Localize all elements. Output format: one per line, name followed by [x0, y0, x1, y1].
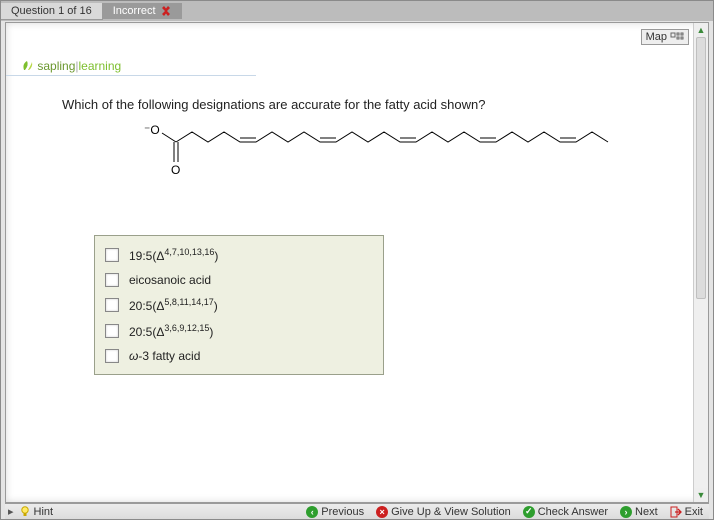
- give-up-x-icon: ×: [376, 506, 388, 518]
- question-tab[interactable]: Question 1 of 16: [1, 3, 103, 20]
- map-button[interactable]: Map: [641, 29, 689, 45]
- option-5[interactable]: ω-3 fatty acid: [103, 344, 375, 368]
- option-label: 19:5(Δ4,7,10,13,16): [129, 247, 218, 263]
- question-text: Which of the following designations are …: [62, 97, 485, 112]
- tab-bar: Question 1 of 16 Incorrect: [1, 1, 713, 21]
- scroll-track[interactable]: [694, 37, 708, 488]
- answer-options: 19:5(Δ4,7,10,13,16) eicosanoic acid 20:5…: [94, 235, 384, 375]
- exit-button[interactable]: Exit: [664, 506, 709, 518]
- check-label: Check Answer: [538, 506, 608, 518]
- status-label: Incorrect: [113, 5, 156, 17]
- checkbox-icon[interactable]: [105, 324, 119, 338]
- option-label: eicosanoic acid: [129, 273, 211, 287]
- scroll-up-button[interactable]: ▲: [694, 23, 708, 37]
- lightbulb-icon: [20, 506, 30, 518]
- give-up-button[interactable]: × Give Up & View Solution: [370, 506, 517, 518]
- fatty-acid-structure: ⁻O O: [144, 118, 614, 188]
- checkbox-icon[interactable]: [105, 248, 119, 262]
- previous-button[interactable]: ‹ Previous: [300, 506, 370, 518]
- check-answer-button[interactable]: ✓ Check Answer: [517, 506, 614, 518]
- expand-icon[interactable]: ▸: [5, 505, 14, 518]
- next-arrow-icon: ›: [620, 506, 632, 518]
- map-label: Map: [646, 31, 667, 43]
- option-label: ω-3 fatty acid: [129, 349, 200, 363]
- brand-underline: [6, 75, 256, 76]
- checkbox-icon[interactable]: [105, 273, 119, 287]
- checkbox-icon[interactable]: [105, 298, 119, 312]
- option-4[interactable]: 20:5(Δ3,6,9,12,15): [103, 318, 375, 344]
- map-icon: [670, 32, 684, 43]
- option-label: 20:5(Δ5,8,11,14,17): [129, 297, 218, 313]
- hint-label: Hint: [34, 506, 54, 518]
- option-2[interactable]: eicosanoic acid: [103, 268, 375, 292]
- status-incorrect: Incorrect: [103, 3, 182, 19]
- give-up-label: Give Up & View Solution: [391, 506, 511, 518]
- option-3[interactable]: 20:5(Δ5,8,11,14,17): [103, 292, 375, 318]
- svg-text:⁻O: ⁻O: [144, 123, 160, 137]
- previous-arrow-icon: ‹: [306, 506, 318, 518]
- footer-bar: ▸ Hint ‹ Previous × Give Up & View Solut…: [5, 503, 709, 519]
- checkbox-icon[interactable]: [105, 349, 119, 363]
- content-scroll: Map sapling|learning Which of the follow…: [6, 23, 693, 502]
- next-label: Next: [635, 506, 658, 518]
- option-1[interactable]: 19:5(Δ4,7,10,13,16): [103, 242, 375, 268]
- check-icon: ✓: [523, 506, 535, 518]
- scroll-down-button[interactable]: ▼: [694, 488, 708, 502]
- exit-label: Exit: [685, 506, 703, 518]
- content-panel: Map sapling|learning Which of the follow…: [5, 22, 709, 503]
- quiz-window: Question 1 of 16 Incorrect Map: [0, 0, 714, 520]
- hint-button[interactable]: Hint: [14, 506, 54, 518]
- next-button[interactable]: › Next: [614, 506, 664, 518]
- leaf-icon: [20, 60, 34, 72]
- brand-text-1: sapling: [37, 59, 75, 73]
- scrollbar[interactable]: ▲ ▼: [693, 23, 708, 502]
- scroll-thumb[interactable]: [696, 37, 706, 299]
- svg-text:O: O: [171, 163, 180, 177]
- previous-label: Previous: [321, 506, 364, 518]
- incorrect-x-icon: [160, 5, 172, 17]
- exit-door-icon: [670, 506, 682, 518]
- brand-logo: sapling|learning: [20, 59, 121, 73]
- brand-text-2: learning: [79, 59, 122, 73]
- option-label: 20:5(Δ3,6,9,12,15): [129, 323, 213, 339]
